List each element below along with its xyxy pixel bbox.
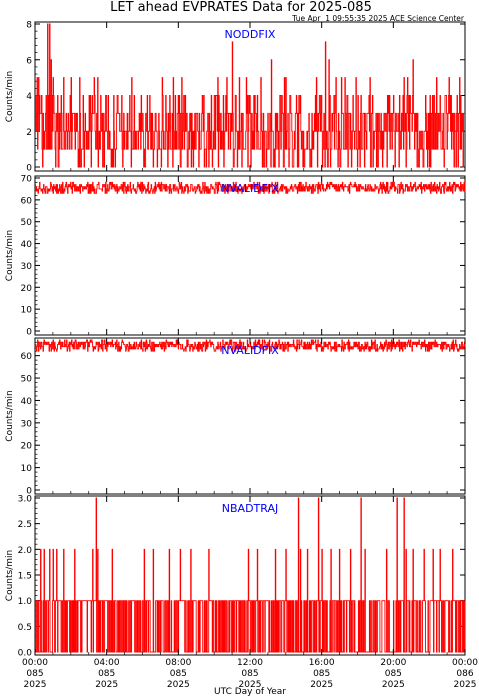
panel-title: NVALIDFIX <box>221 182 279 195</box>
x-tick-label: 00:00 <box>22 658 48 668</box>
x-tick-label: 085 <box>313 669 330 679</box>
x-tick-label: 00:00 <box>452 658 478 668</box>
panel-4: 0.0 0.5 1.0 1.5 2.0 2.5 3.0 Counts/min NBADTRAJ <box>5 495 466 659</box>
x-tick-label: 04:00 <box>94 658 120 668</box>
y-tick-label: 50 <box>21 218 33 228</box>
x-tick-label: 085 <box>98 669 115 679</box>
x-tick-label: 085 <box>385 669 402 679</box>
x-tick-label: 2025 <box>454 680 477 690</box>
y-tick-label: 1.5 <box>18 572 32 582</box>
panels-group: 0 2 4 6 8 Counts/min NODDFIX 0 10 20 30 40 50 60 70 Cou… <box>5 21 466 659</box>
y-tick-label: 30 <box>21 419 33 429</box>
y-tick-label: 60 <box>21 196 33 206</box>
x-tick-label: 2025 <box>167 680 190 690</box>
y-tick-label: 70 <box>21 175 33 185</box>
x-tick-label: 08:00 <box>165 658 191 668</box>
y-tick-label: 40 <box>21 240 33 250</box>
y-axis-label: Counts/min <box>5 550 15 601</box>
y-tick-label: 3.0 <box>18 495 33 505</box>
data-series <box>35 497 466 653</box>
y-tick-label: 10 <box>21 464 33 474</box>
y-axis-label: Counts/min <box>5 390 15 441</box>
y-tick-label: 30 <box>21 262 33 272</box>
y-tick-label: 4 <box>26 92 32 102</box>
y-tick-label: 1.0 <box>18 597 33 607</box>
y-tick-label: 20 <box>21 442 33 452</box>
data-series <box>35 23 465 168</box>
y-tick-label: 0 <box>26 487 32 497</box>
y-tick-label: 50 <box>21 375 33 385</box>
y-tick-label: 60 <box>21 352 33 362</box>
y-tick-label: 10 <box>21 306 33 316</box>
y-tick-label: 0.0 <box>18 649 33 659</box>
y-tick-label: 0 <box>26 328 32 338</box>
data-series <box>35 181 466 194</box>
x-tick-label: 086 <box>456 669 473 679</box>
x-tick-label: 2025 <box>95 680 118 690</box>
figure-title: LET ahead EVPRATES Data for 2025-085 <box>110 0 372 15</box>
x-tick-label: 2025 <box>24 680 47 690</box>
y-axis-label: Counts/min <box>5 230 15 281</box>
y-tick-label: 8 <box>26 21 32 31</box>
panel-title: NVALIDFIX <box>221 344 279 357</box>
x-tick-label: 2025 <box>310 680 333 690</box>
y-tick-label: 0 <box>26 164 32 174</box>
generation-timestamp: Tue Apr 1 09:55:35 2025 ACE Science Cent… <box>291 14 465 23</box>
data-series <box>35 339 466 352</box>
y-tick-label: 2.0 <box>18 546 33 556</box>
panel-title: NODDFIX <box>225 28 276 41</box>
x-axis-label: UTC Day of Year <box>214 687 286 697</box>
x-tick-label: 2025 <box>239 680 262 690</box>
x-tick-label: 085 <box>26 669 43 679</box>
x-tick-label: 085 <box>170 669 187 679</box>
y-tick-label: 2.5 <box>18 520 32 530</box>
x-tick-label: 16:00 <box>309 658 335 668</box>
panel-title: NBADTRAJ <box>222 502 278 515</box>
y-tick-label: 20 <box>21 284 33 294</box>
y-tick-label: 0.5 <box>18 623 32 633</box>
x-tick-label: 12:00 <box>237 658 263 668</box>
x-axis: 00:00085202504:00085202508:00085202512:0… <box>22 22 478 690</box>
y-tick-label: 6 <box>26 56 32 66</box>
y-tick-label: 2 <box>26 128 32 138</box>
x-tick-label: 085 <box>241 669 258 679</box>
y-tick-label: 40 <box>21 397 33 407</box>
x-tick-label: 2025 <box>382 680 405 690</box>
x-tick-label: 20:00 <box>380 658 406 668</box>
y-axis-label: Counts/min <box>5 71 15 122</box>
